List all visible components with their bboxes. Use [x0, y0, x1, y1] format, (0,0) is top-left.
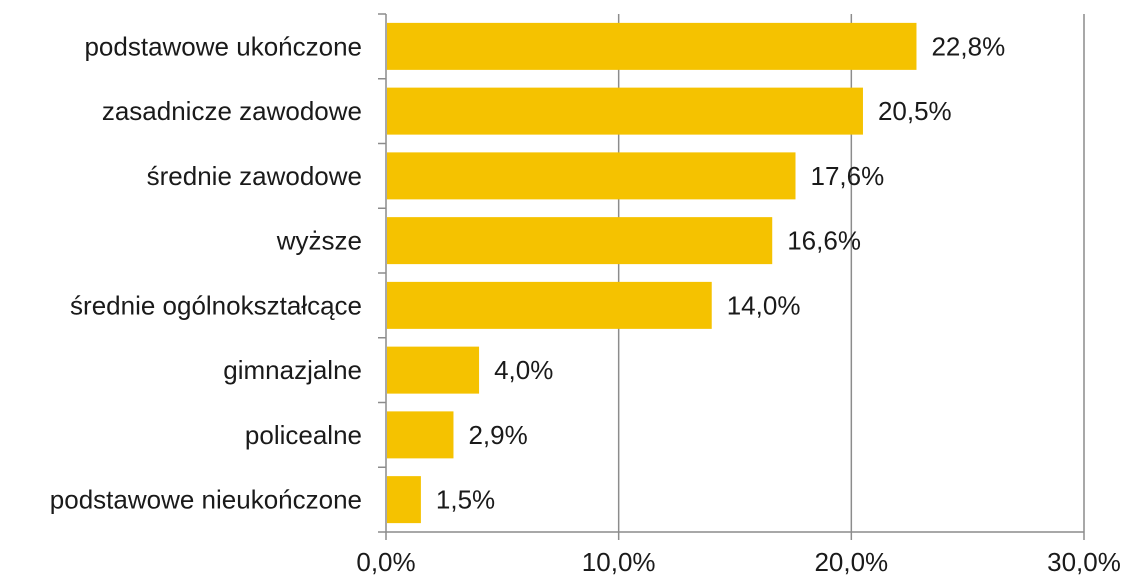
category-label: podstawowe nieukończone [50, 485, 362, 515]
axes [378, 13, 1085, 540]
data-label: 4,0% [494, 355, 553, 385]
bars [387, 22, 917, 524]
data-label: 17,6% [810, 161, 884, 191]
x-tick-label: 10,0% [582, 547, 656, 577]
data-label: 20,5% [878, 96, 952, 126]
bar-5 [387, 281, 712, 329]
data-label: 22,8% [931, 31, 1005, 61]
x-tick-label: 0,0% [356, 547, 415, 577]
x-tick-label: 30,0% [1047, 547, 1121, 577]
category-label: średnie ogólnokształcące [70, 290, 362, 320]
bar-3 [387, 152, 796, 200]
data-label: 2,9% [468, 420, 527, 450]
data-label: 14,0% [727, 290, 801, 320]
bar-8 [387, 476, 421, 524]
category-label: podstawowe ukończone [84, 31, 362, 61]
x-tick-label: 20,0% [814, 547, 888, 577]
labels: 0,0% 10,0% 20,0% 30,0% podstawowe ukończone 2… [50, 31, 1121, 577]
category-label: średnie zawodowe [147, 161, 362, 191]
data-label: 16,6% [787, 226, 861, 256]
bar-4 [387, 217, 773, 265]
bar-1 [387, 22, 917, 70]
category-label: zasadnicze zawodowe [102, 96, 362, 126]
data-label: 1,5% [436, 485, 495, 515]
category-label: policealne [245, 420, 362, 450]
bar-7 [387, 411, 454, 459]
category-label: wyższe [276, 226, 362, 256]
bar-6 [387, 346, 480, 394]
category-label: gimnazjalne [223, 355, 362, 385]
bar-2 [387, 87, 863, 135]
